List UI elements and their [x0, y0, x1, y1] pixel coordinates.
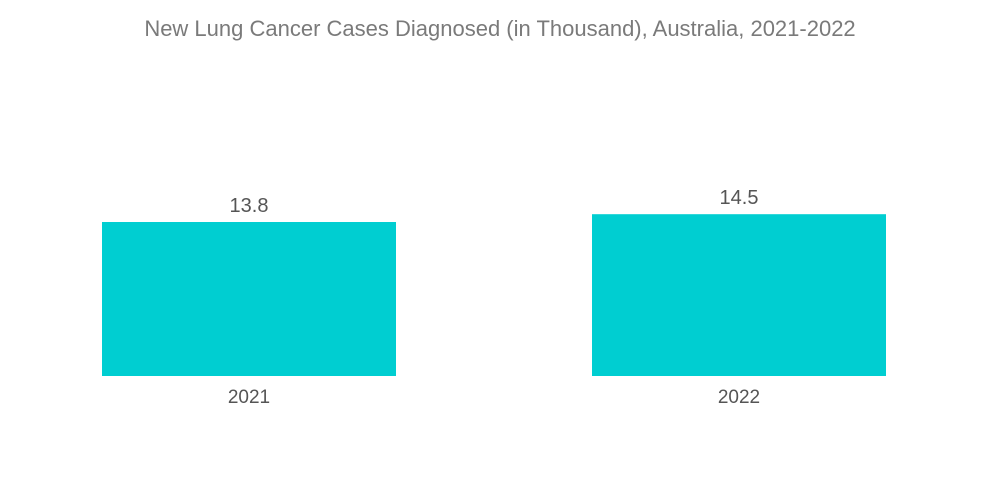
x-tick-label-2022: 2022 [718, 387, 760, 408]
x-tick-label-2021: 2021 [228, 387, 270, 408]
bar-2022 [592, 214, 886, 376]
chart-title: New Lung Cancer Cases Diagnosed (in Thou… [144, 16, 856, 41]
data-label-2022: 14.5 [720, 187, 759, 209]
bars-layer: 13.8 2021 14.5 2022 [102, 187, 886, 408]
bar-2021 [102, 222, 396, 376]
data-label-2021: 13.8 [230, 195, 269, 217]
